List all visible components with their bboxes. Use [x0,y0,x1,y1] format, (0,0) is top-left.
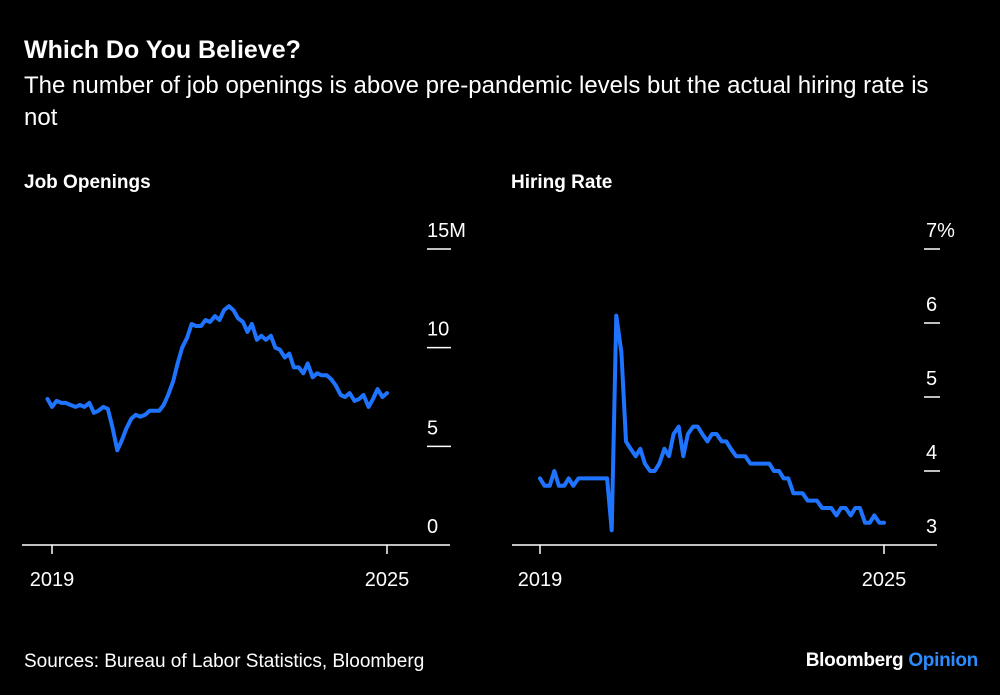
hiring-rate-y-tick-label: 3 [926,516,937,538]
bloomberg-opinion-logo: Bloomberg Opinion [805,650,979,672]
job-openings-y-tick-label: 15M [427,220,466,242]
panel-title-job-openings: Job Openings [24,172,151,193]
hiring-rate-x-tick-label: 2025 [862,569,907,591]
hiring-rate-x-tick-label: 2019 [518,569,563,591]
brand-main: Bloomberg [805,650,904,671]
chart-title: Which Do You Believe? [24,36,301,64]
hiring-rate-y-tick-label: 7% [926,220,955,242]
hiring-rate-y-tick-label: 4 [926,442,937,464]
job-openings-y-tick-label: 5 [427,417,438,439]
chart-subtitle: The number of job openings is above pre-… [24,72,929,131]
job-openings-series-line [45,304,389,453]
job-openings-chart: 0 5 10 15M 2019 2025 [22,220,466,591]
source-note: Sources: Bureau of Labor Statistics, Blo… [24,651,425,672]
brand-accent: Opinion [908,650,978,671]
job-openings-x-tick-label: 2025 [365,569,410,591]
hiring-rate-y-tick-label: 6 [926,294,937,316]
hiring-rate-y-tick-label: 5 [926,368,937,390]
job-openings-y-tick-label: 0 [427,516,438,538]
panel-title-hiring-rate: Hiring Rate [511,172,613,193]
hiring-rate-chart: 3 4 5 6 7% 2019 2025 [512,220,955,591]
job-openings-y-tick-label: 10 [427,319,449,341]
hiring-rate-series-line [538,313,886,533]
job-openings-x-tick-label: 2019 [30,569,75,591]
